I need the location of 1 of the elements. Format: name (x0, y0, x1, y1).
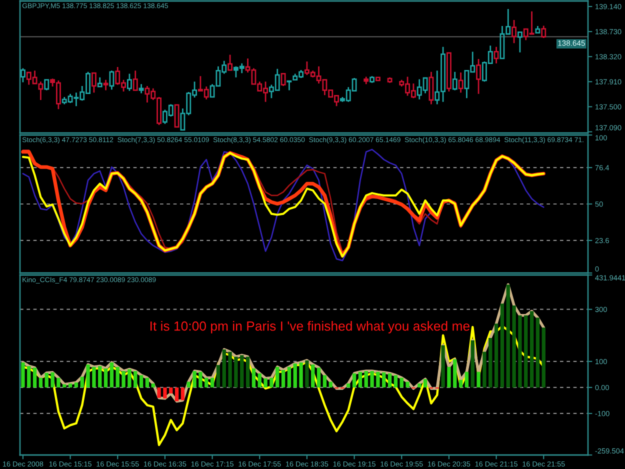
annotation: It is 10:00 pm in Paris I 've finished what you asked me (150, 321, 470, 334)
